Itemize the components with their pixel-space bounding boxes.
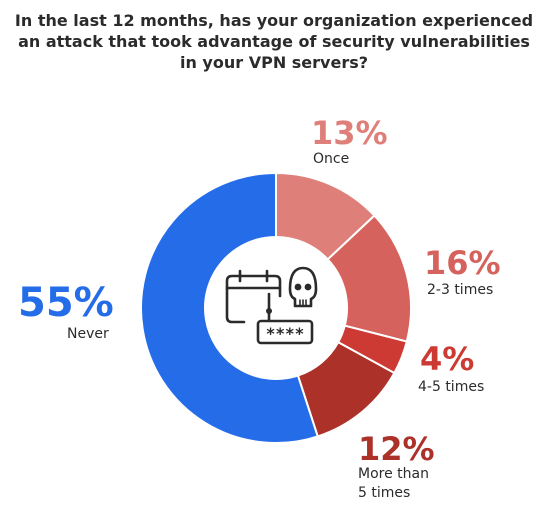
chart-title: In the last 12 months, has your organiza… (0, 10, 548, 73)
slice-label-2-3-times: 2-3 times (427, 282, 493, 298)
password-asterisks: **** (266, 324, 305, 343)
slice-percent-2-3-times: 16% (424, 244, 501, 282)
chart-title-line: In the last 12 months, has your organiza… (14, 11, 534, 30)
slice-percent-never: 55% (18, 280, 114, 326)
donut-slices (140, 171, 412, 444)
slice-label-4-5-times: 4-5 times (418, 379, 484, 395)
slice-label-more-than-5-times-line1: More than (358, 466, 429, 482)
slice-percent-4-5-times: 4% (420, 340, 474, 378)
chart-title-line: in your VPN servers? (179, 53, 369, 72)
slice-never (140, 171, 319, 444)
slice-percent-once: 13% (311, 114, 388, 152)
slice-percent-more-than-5-times: 12% (358, 430, 435, 468)
calendar-skull-password-icon (225, 266, 318, 345)
slice-label-never: Never (67, 326, 109, 342)
chart-title-line: an attack that took advantage of securit… (18, 32, 530, 51)
slice-label-once: Once (313, 151, 349, 167)
slice-label-more-than-5-times: More than 5 times (358, 466, 433, 501)
slice-label-more-than-5-times-line2: 5 times (358, 485, 410, 501)
